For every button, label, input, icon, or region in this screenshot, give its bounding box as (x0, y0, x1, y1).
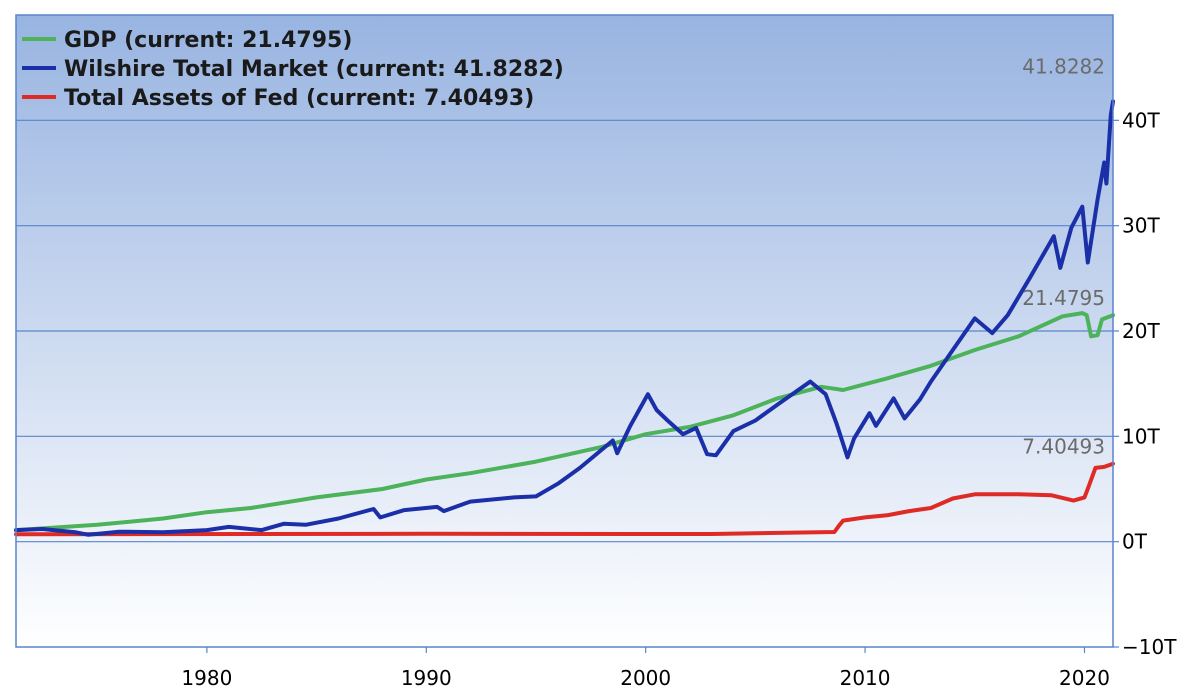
x-tick-label: 2020 (1059, 666, 1110, 690)
x-tick-label: 2000 (620, 666, 671, 690)
series-line-total-assets-of-fed (14, 461, 1115, 537)
legend: GDP (current: 21.4795) Wilshire Total Mar… (22, 28, 564, 111)
y-tick-label: 40T (1122, 108, 1160, 132)
y-tick-label: 20T (1122, 319, 1160, 343)
y-tick-label: −10T (1122, 635, 1177, 659)
legend-entry: GDP (current: 21.4795) (64, 28, 352, 53)
grid (16, 119, 1113, 543)
series-line-wilshire-total-market (14, 99, 1115, 537)
series-group (14, 99, 1115, 537)
end-value-label: 21.4795 (1022, 286, 1105, 310)
y-tick-label: 30T (1122, 214, 1160, 238)
series-line-gdp (14, 311, 1115, 533)
y-axis: 40T 30T 20T 10T 0T −10T (1113, 108, 1177, 659)
end-labels: 21.4795 41.8282 7.40493 (1022, 54, 1105, 458)
legend-entry: Wilshire Total Market (current: 41.8282) (64, 57, 564, 82)
y-tick-label: 0T (1122, 530, 1148, 554)
x-tick-label: 1980 (181, 666, 232, 690)
x-axis: 1980 1990 2000 2010 2020 (181, 647, 1110, 690)
x-tick-label: 2010 (840, 666, 891, 690)
end-value-label: 7.40493 (1022, 435, 1105, 459)
end-value-label: 41.8282 (1022, 54, 1105, 78)
y-tick-label: 10T (1122, 424, 1160, 448)
legend-entry: Total Assets of Fed (current: 7.40493) (64, 86, 534, 111)
x-tick-label: 1990 (401, 666, 452, 690)
